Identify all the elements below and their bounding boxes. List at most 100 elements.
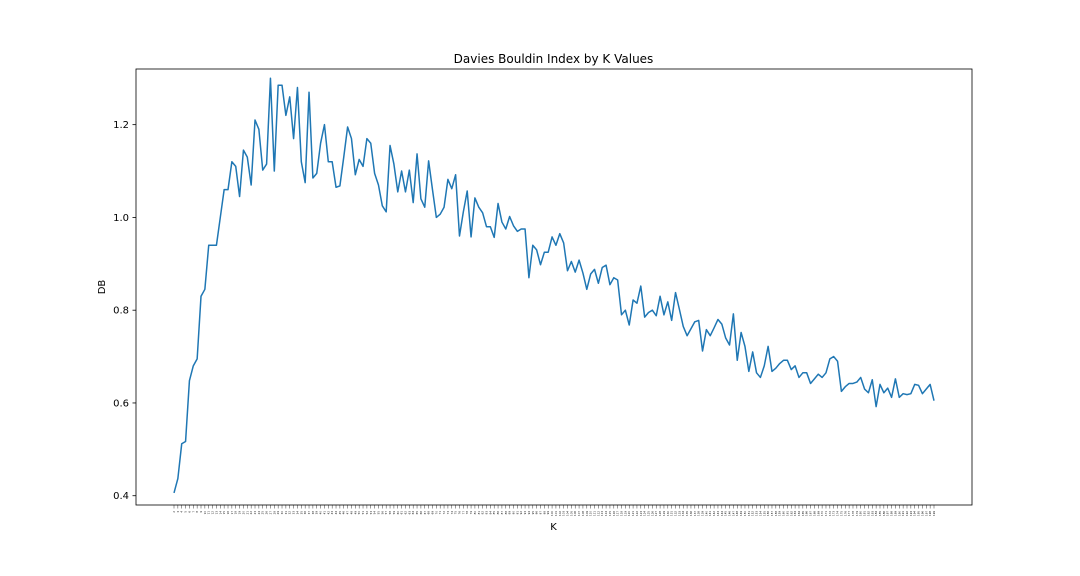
x-tick-label: 168 (812, 511, 816, 516)
x-tick-label: 44 (334, 511, 338, 515)
x-tick-label: 5 (184, 511, 188, 513)
x-tick-label: 45 (338, 511, 342, 515)
x-tick-label: 83 (484, 511, 488, 515)
x-tick-label: 68 (427, 511, 431, 515)
x-tick-label: 178 (851, 511, 855, 516)
x-tick-label: 7 (191, 511, 195, 513)
x-tick-label: 18 (234, 511, 238, 515)
x-tick-label: 46 (342, 511, 346, 515)
x-tick-label: 70 (434, 511, 438, 515)
x-tick-label: 141 (708, 511, 712, 516)
x-tick-label: 112 (596, 511, 600, 516)
y-axis-label: DB (97, 280, 108, 295)
x-tick-label: 32 (288, 511, 292, 515)
x-tick-label: 26 (265, 511, 269, 515)
x-tick-label: 72 (442, 511, 446, 515)
x-tick-label: 162 (789, 511, 793, 516)
x-tick-label: 143 (716, 511, 720, 516)
x-tick-label: 167 (809, 511, 813, 516)
x-tick-label: 194 (913, 511, 917, 516)
x-tick-label: 185 (878, 511, 882, 516)
x-tick-label: 120 (627, 511, 631, 516)
x-tick-label: 113 (600, 511, 604, 516)
y-tick-label: 0.8 (113, 306, 129, 317)
x-tick-label: 21 (245, 511, 249, 515)
x-tick-label: 73 (446, 511, 450, 515)
x-tick-label: 134 (681, 511, 685, 516)
x-tick-label: 59 (392, 511, 396, 515)
x-tick-label: 31 (284, 511, 288, 515)
x-tick-label: 60 (396, 511, 400, 515)
x-tick-label: 170 (820, 511, 824, 516)
x-tick-label: 90 (511, 511, 515, 515)
y-tick-label: 0.6 (113, 398, 129, 409)
x-tick-label: 191 (901, 511, 905, 516)
series-line (173, 77, 935, 494)
x-tick-label: 39 (315, 511, 319, 515)
x-tick-label: 16 (226, 511, 230, 515)
x-tick-label: 58 (388, 511, 392, 515)
x-tick-label: 114 (604, 511, 608, 516)
x-tick-label: 66 (419, 511, 423, 515)
x-tick-label: 107 (577, 511, 581, 516)
x-tick-label: 30 (280, 511, 284, 515)
x-tick-label: 34 (295, 511, 299, 515)
x-tick-label: 95 (531, 511, 535, 515)
x-tick-label: 23 (253, 511, 257, 515)
x-tick-label: 136 (689, 511, 693, 516)
x-tick-label: 3 (176, 511, 180, 513)
x-tick-label: 22 (249, 511, 253, 515)
x-tick-label: 163 (793, 511, 797, 516)
x-tick-label: 69 (430, 511, 434, 515)
x-tick-label: 148 (735, 511, 739, 516)
x-tick-label: 81 (477, 511, 481, 515)
x-tick-label: 182 (866, 511, 870, 516)
x-tick-label: 138 (697, 511, 701, 516)
x-tick-label: 106 (573, 511, 577, 516)
x-tick-label: 98 (542, 511, 546, 515)
x-tick-label: 146 (728, 511, 732, 516)
x-tick-label: 13 (214, 511, 218, 515)
x-tick-label: 40 (319, 511, 323, 515)
x-tick-label: 6 (187, 511, 191, 513)
x-tick-label: 91 (515, 511, 519, 515)
x-tick-label: 127 (654, 511, 658, 516)
x-tick-label: 15 (222, 511, 226, 515)
x-tick-label: 129 (662, 511, 666, 516)
x-tick-label: 8 (195, 511, 199, 513)
x-tick-label: 103 (562, 511, 566, 516)
x-tick-label: 172 (828, 511, 832, 516)
x-tick-label: 161 (785, 511, 789, 516)
x-tick-label: 199 (932, 511, 936, 516)
x-tick-label: 85 (492, 511, 496, 515)
plot-area: 0.40.60.81.01.2 2 3 4 5 6 7 8 9 10 11 12 13 14 15 16 17… (113, 68, 973, 516)
x-tick-label: 198 (928, 511, 932, 516)
x-tick-label: 93 (523, 511, 527, 515)
x-tick-label: 28 (272, 511, 276, 515)
x-tick-label: 49 (353, 511, 357, 515)
x-tick-label: 197 (924, 511, 928, 516)
x-tick-label: 166 (805, 511, 809, 516)
x-tick-label: 145 (724, 511, 728, 516)
x-tick-label: 38 (311, 511, 315, 515)
x-tick-label: 193 (909, 511, 913, 516)
x-tick-label: 126 (650, 511, 654, 516)
x-tick-label: 157 (770, 511, 774, 516)
x-tick-label: 164 (797, 511, 801, 516)
x-tick-label: 51 (361, 511, 365, 515)
x-tick-label: 116 (612, 511, 616, 516)
x-tick-label: 10 (203, 511, 207, 515)
x-tick-label: 195 (917, 511, 921, 516)
x-tick-label: 104 (566, 511, 570, 516)
x-tick-label: 179 (855, 511, 859, 516)
x-tick-label: 175 (839, 511, 843, 516)
x-tick-label: 42 (326, 511, 330, 515)
plot-frame (135, 68, 973, 506)
x-tick-label: 131 (670, 511, 674, 516)
x-tick-label: 176 (843, 511, 847, 516)
x-tick-label: 11 (207, 511, 211, 515)
x-tick-label: 105 (569, 511, 573, 516)
x-tick-label: 25 (261, 511, 265, 515)
x-tick-label: 50 (357, 511, 361, 515)
x-tick-label: 196 (920, 511, 924, 516)
